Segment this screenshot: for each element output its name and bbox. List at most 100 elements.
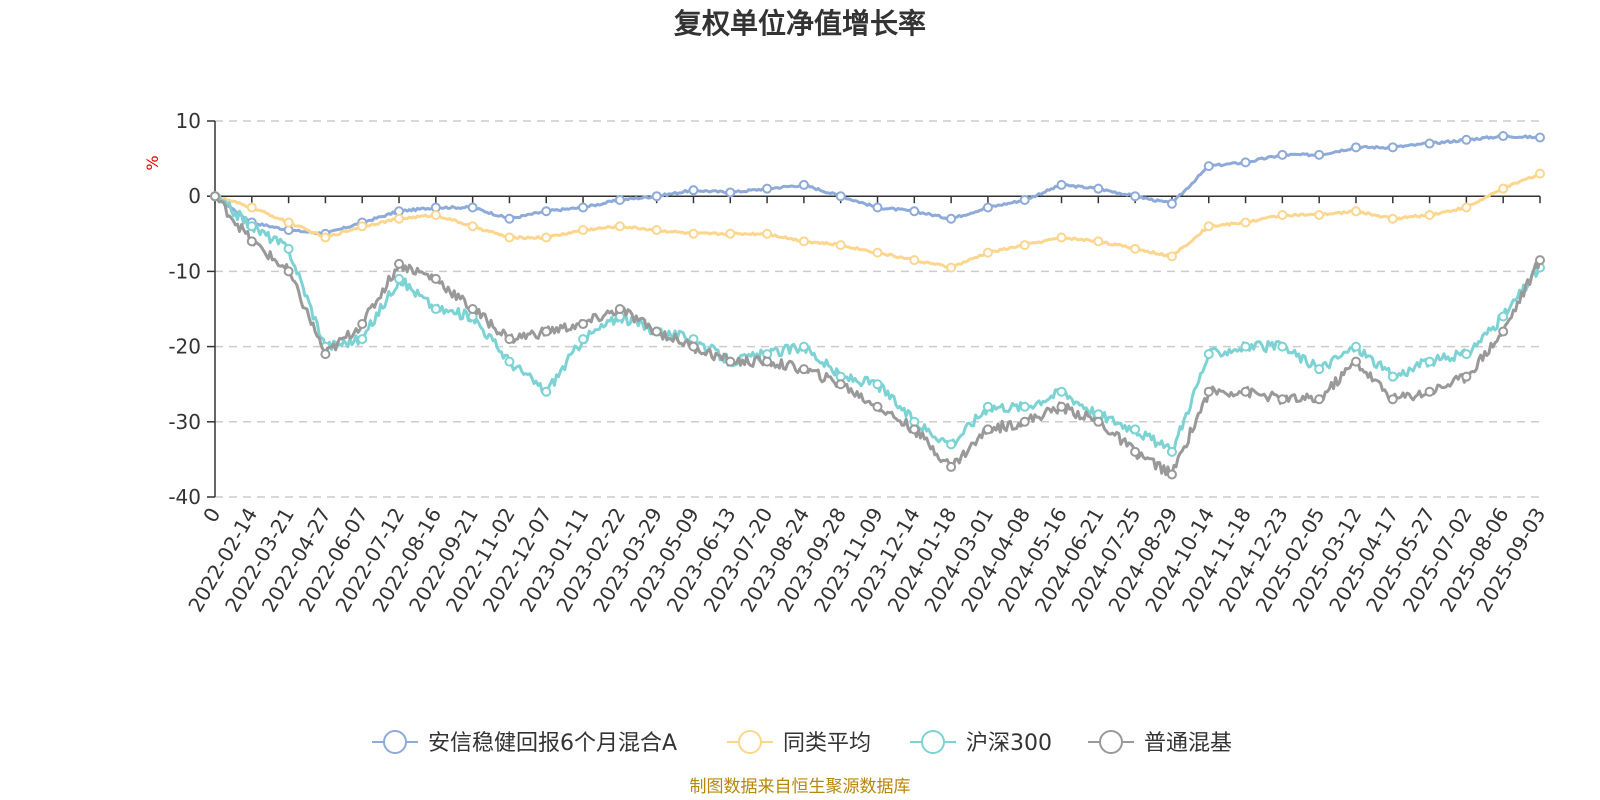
data-point	[1461, 371, 1472, 382]
data-point	[1019, 416, 1030, 427]
data-point	[762, 356, 773, 367]
data-point	[1424, 210, 1435, 220]
data-point	[394, 258, 405, 269]
data-point	[762, 228, 773, 239]
data-point	[1203, 161, 1214, 172]
data-point	[1535, 168, 1545, 179]
data-point	[504, 232, 515, 243]
data-point	[578, 334, 589, 345]
data-point	[504, 213, 515, 224]
legend-label: 同类平均	[783, 731, 871, 756]
data-point	[1387, 142, 1398, 153]
legend[interactable]: 安信稳健回报6个月混合A 同类平均 沪深300 普通混基	[372, 730, 1232, 756]
legend-item-3[interactable]: 普通混基	[1088, 730, 1232, 756]
grid-layer	[215, 120, 1540, 498]
series-line	[213, 193, 1542, 454]
data-point	[1130, 446, 1141, 457]
data-point	[1424, 138, 1435, 149]
legend-label: 安信稳健回报6个月混合A	[428, 731, 677, 756]
data-point	[1350, 206, 1361, 217]
y-tick-label: -30	[168, 410, 201, 434]
data-point	[1277, 394, 1288, 405]
data-point	[725, 187, 736, 198]
series-line	[214, 134, 1541, 236]
data-point	[1166, 251, 1177, 262]
data-point	[614, 194, 625, 205]
data-point	[1240, 386, 1251, 397]
data-point	[504, 356, 515, 367]
data-point	[541, 386, 552, 397]
data-point	[835, 240, 846, 251]
legend-marker-icon	[921, 730, 945, 754]
data-point	[467, 202, 478, 213]
data-point	[1056, 232, 1067, 243]
data-point	[725, 228, 736, 239]
data-point	[946, 439, 957, 450]
data-point	[1387, 394, 1398, 405]
data-point	[246, 221, 257, 232]
series-0	[210, 131, 1545, 239]
data-point	[467, 304, 478, 314]
legend-item-0[interactable]: 安信稳健回报6个月混合A	[372, 730, 677, 756]
data-point	[651, 191, 662, 202]
data-point	[1424, 386, 1435, 397]
legend-item-2[interactable]: 沪深300	[910, 730, 1052, 756]
data-point	[614, 304, 625, 314]
data-point	[1387, 371, 1398, 382]
series-layer	[210, 131, 1545, 480]
data-point	[651, 326, 662, 337]
data-point	[1019, 401, 1030, 412]
data-point	[872, 379, 883, 390]
data-point	[1166, 469, 1177, 480]
data-point	[982, 401, 993, 412]
data-point	[541, 232, 552, 243]
data-point	[541, 326, 552, 337]
data-point	[1387, 213, 1398, 224]
data-point	[578, 319, 589, 330]
data-point	[688, 228, 699, 239]
data-point	[578, 202, 589, 213]
data-point	[1498, 311, 1509, 322]
data-point	[1093, 416, 1104, 427]
y-tick-label: 10	[176, 109, 201, 133]
data-point	[982, 202, 993, 213]
data-point	[798, 179, 809, 190]
data-point	[394, 273, 405, 284]
data-point	[614, 221, 625, 232]
data-point	[1240, 157, 1251, 168]
data-point	[1314, 149, 1325, 160]
data-point	[246, 236, 257, 247]
legend-item-1[interactable]: 同类平均	[727, 730, 871, 756]
data-point	[210, 191, 220, 202]
data-point	[1166, 446, 1177, 457]
data-point	[1314, 394, 1325, 405]
data-point	[1093, 236, 1104, 247]
data-point	[1314, 210, 1325, 220]
legend-label: 普通混基	[1144, 731, 1232, 756]
data-point	[909, 206, 920, 217]
data-point	[1277, 149, 1288, 160]
data-point	[946, 262, 957, 273]
data-point	[578, 225, 589, 236]
data-point	[835, 191, 846, 202]
axis-layer: 100-10-20-30-4002022-02-142022-03-212022…	[168, 109, 1550, 616]
data-point	[982, 247, 993, 258]
data-point	[798, 364, 809, 375]
x-tick-label: 0	[198, 504, 225, 527]
data-point	[798, 341, 809, 352]
data-point	[283, 217, 294, 228]
y-tick-label: -10	[168, 259, 201, 283]
data-point	[1350, 142, 1361, 153]
data-point	[1350, 341, 1361, 352]
data-point	[688, 341, 699, 352]
data-point	[467, 221, 478, 232]
legend-marker-icon	[1099, 730, 1123, 754]
data-point	[430, 304, 441, 314]
y-tick-label: 0	[188, 184, 201, 208]
data-point	[762, 183, 773, 194]
data-point	[982, 424, 993, 435]
data-point	[1130, 424, 1141, 435]
data-point	[835, 379, 846, 390]
